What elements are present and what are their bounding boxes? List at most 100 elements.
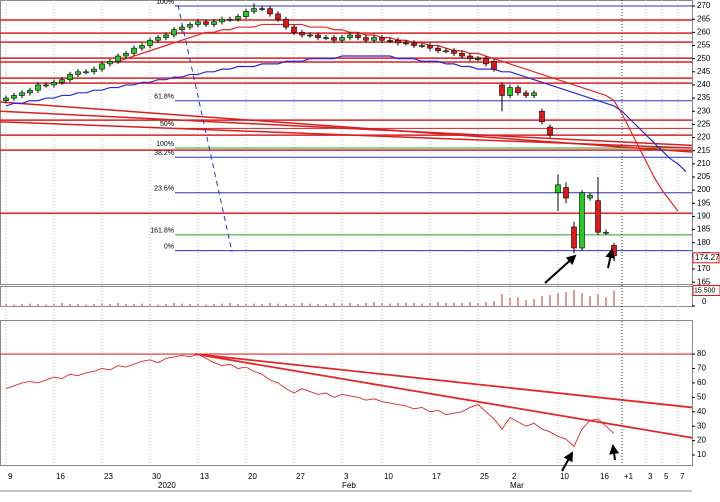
candle-body	[11, 95, 17, 99]
y-tick-label: 195	[697, 198, 711, 207]
volume-tick-label: 0	[702, 297, 707, 306]
fib-label: 100%	[156, 0, 174, 6]
y-tick-label: 265	[697, 14, 711, 23]
month-label: Mar	[510, 481, 524, 490]
last-price-box	[692, 252, 720, 264]
candle-body	[403, 42, 409, 45]
arrow	[544, 254, 577, 284]
candle-body	[267, 8, 273, 15]
candle-body	[363, 37, 369, 41]
candle-body	[155, 37, 161, 41]
rsi-tick-label: 70	[697, 364, 706, 373]
x-tick-label: 2	[512, 472, 517, 481]
candle-body	[603, 231, 609, 234]
x-tick-label: 20	[248, 472, 257, 481]
arrow	[609, 444, 620, 461]
candle-body	[339, 37, 345, 41]
rsi-line	[5, 353, 615, 448]
candle-body	[531, 92, 537, 96]
fib-label: 161.8%	[150, 228, 174, 235]
candle-body	[227, 18, 233, 21]
fib-label: 23.6%	[154, 186, 174, 193]
x-tick-label: 27	[296, 472, 305, 481]
volume-panel	[0, 286, 693, 307]
candle-body	[139, 45, 145, 49]
y-tick-label: 230	[697, 106, 711, 115]
candle-body	[259, 8, 265, 10]
candle-body	[35, 84, 41, 91]
candle-body	[331, 37, 337, 41]
candle-body	[131, 47, 137, 54]
y-tick-label: 240	[697, 80, 711, 89]
y-tick-label: 255	[697, 41, 711, 50]
candle-body	[451, 50, 457, 54]
y-tick-label: 215	[697, 146, 711, 155]
candle-body	[27, 89, 33, 94]
candle-body	[491, 60, 497, 70]
fib-label: 0%	[164, 243, 174, 250]
candle-body	[387, 39, 393, 42]
candle-body	[107, 60, 113, 65]
y-tick-label: 245	[697, 67, 711, 76]
volume-last-box	[692, 285, 720, 296]
y-tick-label: 190	[697, 212, 711, 221]
x-tick-label: 10	[560, 472, 569, 481]
volume-last-label: 15.500	[694, 287, 716, 294]
x-tick-label: 13	[200, 472, 209, 481]
candle-body	[19, 92, 25, 96]
month-label: Feb	[342, 481, 356, 490]
candle-body	[235, 16, 241, 20]
rsi-tick-label: 80	[697, 349, 706, 358]
rsi-trendline	[194, 353, 693, 409]
candle-body	[243, 11, 249, 17]
candle-body	[579, 192, 585, 249]
candle-body	[323, 37, 329, 39]
y-tick-label: 170	[697, 264, 711, 273]
y-tick-label: 225	[697, 119, 711, 128]
candle-body	[555, 184, 561, 194]
y-tick-label: 200	[697, 185, 711, 194]
arrow	[605, 248, 616, 269]
candle-body	[499, 84, 505, 96]
trendline	[0, 110, 693, 147]
arrow	[561, 451, 573, 472]
rsi-tick-label: 50	[697, 392, 706, 401]
candle-body	[315, 34, 321, 38]
candle-body	[483, 58, 489, 65]
candle-body	[299, 32, 305, 36]
x-tick-label: 25	[480, 472, 489, 481]
y-tick-label: 270	[697, 1, 711, 10]
moving-average	[5, 55, 687, 173]
candle-body	[547, 126, 553, 136]
candle-body	[475, 58, 481, 60]
last-price-label: 174.27	[695, 253, 720, 262]
candle-body	[115, 55, 121, 62]
rsi-tick-label: 60	[697, 378, 706, 387]
x-tick-label: 16	[56, 472, 65, 481]
fib-label: 50%	[160, 121, 174, 128]
candle-body	[427, 45, 433, 49]
x-tick-label: 3	[648, 472, 653, 481]
candle-body	[275, 13, 281, 20]
x-tick-label: 9	[8, 472, 13, 481]
candle-body	[3, 97, 9, 102]
x-tick-label: 5	[664, 472, 669, 481]
candle-body	[307, 34, 313, 37]
rsi-tick-label: 10	[697, 450, 706, 459]
candle-body	[203, 21, 209, 25]
candle-body	[347, 34, 353, 38]
candle-body	[283, 18, 289, 28]
candle-body	[507, 87, 513, 96]
candle-body	[43, 84, 49, 87]
rsi-trendline	[194, 353, 693, 439]
candle-body	[51, 82, 57, 86]
x-tick-label: 10	[384, 472, 393, 481]
y-tick-label: 205	[697, 172, 711, 181]
candle-body	[371, 37, 377, 41]
x-tick-label: 30	[152, 472, 161, 481]
candle-body	[163, 34, 169, 38]
x-tick-label: +1	[624, 472, 634, 481]
y-tick-label: 235	[697, 93, 711, 102]
